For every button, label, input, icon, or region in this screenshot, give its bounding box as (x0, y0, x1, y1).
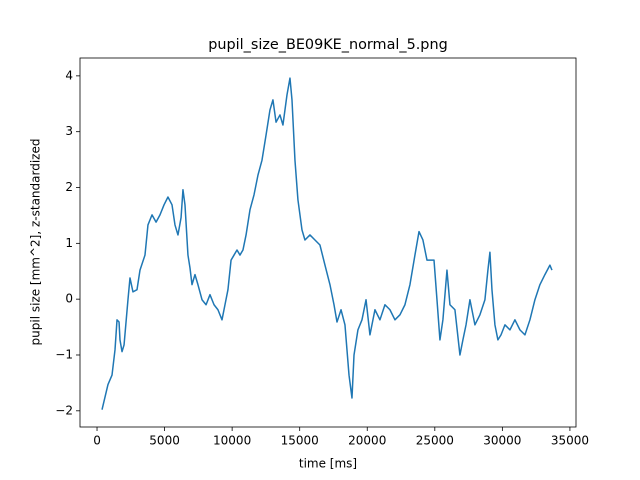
y-tick-label: −1 (55, 347, 73, 361)
y-axis-label: pupil size [mm^2], z-standardized (29, 139, 43, 346)
x-tick-label: 30000 (483, 434, 521, 448)
chart-title: pupil_size_BE09KE_normal_5.png (208, 37, 447, 53)
data-line (101, 77, 553, 410)
x-tick-label: 15000 (281, 434, 319, 448)
y-tick-label: −2 (55, 403, 73, 417)
x-tick-label: 10000 (213, 434, 251, 448)
x-tick-label: 20000 (348, 434, 386, 448)
x-tick-label: 0 (93, 434, 101, 448)
y-tick-label: 2 (65, 180, 73, 194)
x-tick-label: 5000 (149, 434, 180, 448)
y-tick-label: 4 (65, 68, 73, 82)
plot-frame (79, 57, 577, 428)
y-tick-label: 0 (65, 292, 73, 306)
y-tick-label: 3 (65, 124, 73, 138)
x-tick-label: 25000 (416, 434, 454, 448)
x-tick-label: 35000 (551, 434, 589, 448)
x-axis-label: time [ms] (299, 457, 357, 471)
y-tick-label: 1 (65, 236, 73, 250)
